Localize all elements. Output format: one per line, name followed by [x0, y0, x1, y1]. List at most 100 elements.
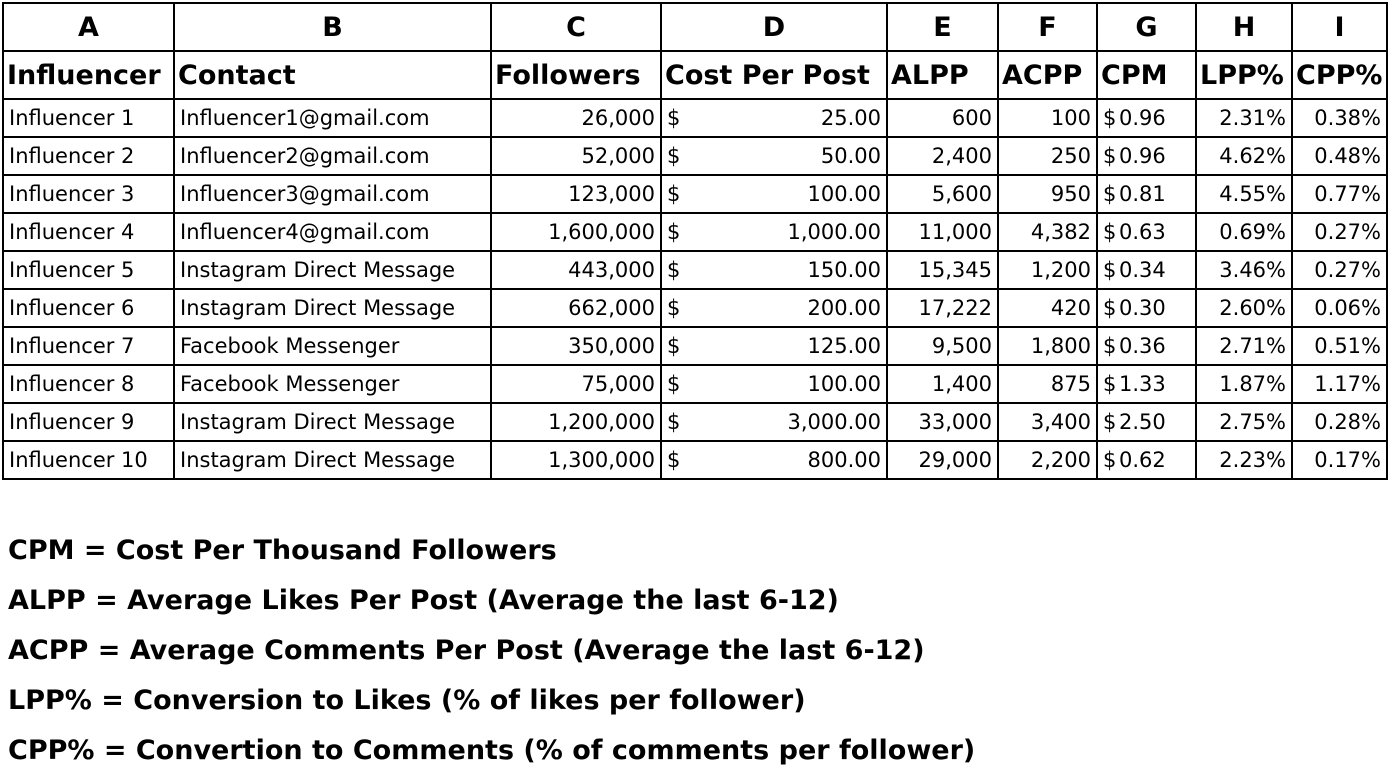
header-cpm[interactable]: CPM	[1096, 50, 1197, 100]
cell-lpp[interactable]: 0.69%	[1195, 212, 1293, 252]
cell-cpm[interactable]: $0.81	[1096, 174, 1197, 214]
cell-followers[interactable]: 350,000	[490, 326, 662, 366]
header-lpp[interactable]: LPP%	[1195, 50, 1293, 100]
cell-lpp[interactable]: 3.46%	[1195, 250, 1293, 290]
cell-cpp[interactable]: 0.38%	[1291, 98, 1388, 138]
cell-alpp[interactable]: 33,000	[886, 402, 999, 442]
cell-acpp[interactable]: 875	[997, 364, 1098, 404]
cell-alpp[interactable]: 17,222	[886, 288, 999, 328]
cell-cost-per-post[interactable]: $100.00	[660, 174, 888, 214]
cell-alpp[interactable]: 9,500	[886, 326, 999, 366]
header-followers[interactable]: Followers	[490, 50, 662, 100]
cell-lpp[interactable]: 1.87%	[1195, 364, 1293, 404]
cell-influencer[interactable]: Influencer 7	[2, 326, 175, 366]
cell-followers[interactable]: 52,000	[490, 136, 662, 176]
cell-cpm[interactable]: $1.33	[1096, 364, 1197, 404]
cell-followers[interactable]: 443,000	[490, 250, 662, 290]
cell-lpp[interactable]: 2.60%	[1195, 288, 1293, 328]
cell-cost-per-post[interactable]: $125.00	[660, 326, 888, 366]
cell-acpp[interactable]: 420	[997, 288, 1098, 328]
cell-lpp[interactable]: 2.31%	[1195, 98, 1293, 138]
cell-cpp[interactable]: 0.17%	[1291, 440, 1388, 480]
cell-alpp[interactable]: 11,000	[886, 212, 999, 252]
cell-followers[interactable]: 1,200,000	[490, 402, 662, 442]
cell-followers[interactable]: 1,600,000	[490, 212, 662, 252]
cell-lpp[interactable]: 2.75%	[1195, 402, 1293, 442]
cell-alpp[interactable]: 15,345	[886, 250, 999, 290]
cell-cpm[interactable]: $0.34	[1096, 250, 1197, 290]
cell-influencer[interactable]: Influencer 9	[2, 402, 175, 442]
header-cpp[interactable]: CPP%	[1291, 50, 1388, 100]
cell-contact[interactable]: Instagram Direct Message	[173, 250, 492, 290]
cell-lpp[interactable]: 4.55%	[1195, 174, 1293, 214]
header-alpp[interactable]: ALPP	[886, 50, 999, 100]
cell-contact[interactable]: Influencer4@gmail.com	[173, 212, 492, 252]
cell-cost-per-post[interactable]: $100.00	[660, 364, 888, 404]
cell-cost-per-post[interactable]: $3,000.00	[660, 402, 888, 442]
cell-cpm[interactable]: $0.36	[1096, 326, 1197, 366]
cell-influencer[interactable]: Influencer 10	[2, 440, 175, 480]
cell-influencer[interactable]: Influencer 4	[2, 212, 175, 252]
cell-alpp[interactable]: 5,600	[886, 174, 999, 214]
cell-acpp[interactable]: 100	[997, 98, 1098, 138]
cell-cpp[interactable]: 0.51%	[1291, 326, 1388, 366]
cell-acpp[interactable]: 1,800	[997, 326, 1098, 366]
cell-cpm[interactable]: $0.96	[1096, 98, 1197, 138]
header-influencer[interactable]: Influencer	[2, 50, 175, 100]
cell-cpp[interactable]: 0.27%	[1291, 250, 1388, 290]
cell-alpp[interactable]: 600	[886, 98, 999, 138]
column-letter-b[interactable]: B	[173, 2, 492, 52]
cell-acpp[interactable]: 3,400	[997, 402, 1098, 442]
cell-cpm[interactable]: $2.50	[1096, 402, 1197, 442]
cell-cpp[interactable]: 0.48%	[1291, 136, 1388, 176]
cell-contact[interactable]: Facebook Messenger	[173, 364, 492, 404]
cell-cost-per-post[interactable]: $50.00	[660, 136, 888, 176]
cell-contact[interactable]: Influencer2@gmail.com	[173, 136, 492, 176]
cell-cpm[interactable]: $0.63	[1096, 212, 1197, 252]
cell-cpm[interactable]: $0.96	[1096, 136, 1197, 176]
cell-cost-per-post[interactable]: $1,000.00	[660, 212, 888, 252]
cell-followers[interactable]: 26,000	[490, 98, 662, 138]
column-letter-c[interactable]: C	[490, 2, 662, 52]
cell-followers[interactable]: 662,000	[490, 288, 662, 328]
cell-acpp[interactable]: 4,382	[997, 212, 1098, 252]
cell-contact[interactable]: Influencer3@gmail.com	[173, 174, 492, 214]
header-contact[interactable]: Contact	[173, 50, 492, 100]
column-letter-g[interactable]: G	[1096, 2, 1197, 52]
column-letter-f[interactable]: F	[997, 2, 1098, 52]
cell-contact[interactable]: Facebook Messenger	[173, 326, 492, 366]
column-letter-d[interactable]: D	[660, 2, 888, 52]
cell-cpp[interactable]: 0.27%	[1291, 212, 1388, 252]
cell-influencer[interactable]: Influencer 3	[2, 174, 175, 214]
cell-followers[interactable]: 123,000	[490, 174, 662, 214]
cell-acpp[interactable]: 950	[997, 174, 1098, 214]
cell-alpp[interactable]: 1,400	[886, 364, 999, 404]
cell-influencer[interactable]: Influencer 8	[2, 364, 175, 404]
cell-cost-per-post[interactable]: $200.00	[660, 288, 888, 328]
cell-cpp[interactable]: 1.17%	[1291, 364, 1388, 404]
cell-followers[interactable]: 75,000	[490, 364, 662, 404]
cell-contact[interactable]: Influencer1@gmail.com	[173, 98, 492, 138]
header-acpp[interactable]: ACPP	[997, 50, 1098, 100]
cell-contact[interactable]: Instagram Direct Message	[173, 402, 492, 442]
cell-cpp[interactable]: 0.77%	[1291, 174, 1388, 214]
cell-acpp[interactable]: 250	[997, 136, 1098, 176]
column-letter-a[interactable]: A	[2, 2, 175, 52]
cell-influencer[interactable]: Influencer 6	[2, 288, 175, 328]
cell-cpp[interactable]: 0.06%	[1291, 288, 1388, 328]
cell-contact[interactable]: Instagram Direct Message	[173, 288, 492, 328]
cell-contact[interactable]: Instagram Direct Message	[173, 440, 492, 480]
cell-lpp[interactable]: 2.71%	[1195, 326, 1293, 366]
cell-cost-per-post[interactable]: $25.00	[660, 98, 888, 138]
cell-lpp[interactable]: 4.62%	[1195, 136, 1293, 176]
cell-alpp[interactable]: 2,400	[886, 136, 999, 176]
cell-cpp[interactable]: 0.28%	[1291, 402, 1388, 442]
cell-followers[interactable]: 1,300,000	[490, 440, 662, 480]
cell-alpp[interactable]: 29,000	[886, 440, 999, 480]
cell-acpp[interactable]: 1,200	[997, 250, 1098, 290]
header-cost-per-post[interactable]: Cost Per Post	[660, 50, 888, 100]
column-letter-i[interactable]: I	[1291, 2, 1388, 52]
cell-cpm[interactable]: $0.30	[1096, 288, 1197, 328]
cell-influencer[interactable]: Influencer 2	[2, 136, 175, 176]
column-letter-e[interactable]: E	[886, 2, 999, 52]
